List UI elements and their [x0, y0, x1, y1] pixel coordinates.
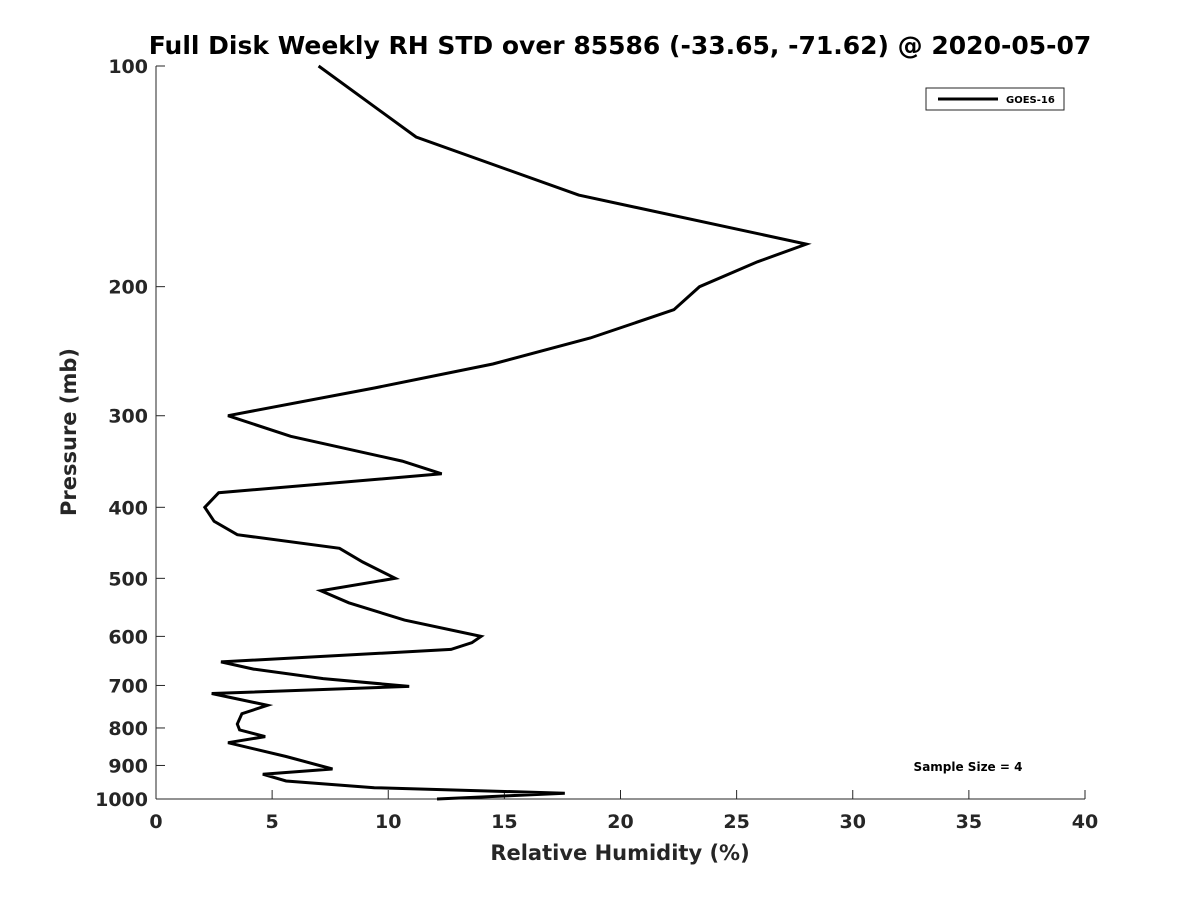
- x-tick-label: 35: [956, 811, 982, 833]
- x-tick-label: 10: [375, 811, 401, 833]
- x-tick-label: 25: [723, 811, 749, 833]
- chart-title: Full Disk Weekly RH STD over 85586 (-33.…: [149, 31, 1092, 60]
- y-tick-label: 400: [108, 497, 148, 519]
- legend: GOES-16: [925, 87, 1065, 111]
- x-tick-label: 15: [491, 811, 517, 833]
- series-line-goes16: [202, 64, 812, 801]
- y-ticks: 100 200 300 400 500 600 700 800 900 1000: [95, 56, 165, 811]
- y-tick-label: 200: [108, 277, 148, 299]
- x-ticks: 0 5 10 15 20 25 30 35 40: [149, 790, 1098, 833]
- y-tick-label: 300: [108, 406, 148, 428]
- y-tick-label: 100: [108, 56, 148, 78]
- y-tick-label: 700: [108, 675, 148, 697]
- legend-label-goes16: GOES-16: [1006, 95, 1055, 106]
- x-tick-label: 5: [266, 811, 279, 833]
- y-tick-label: 800: [108, 718, 148, 740]
- y-tick-label: 600: [108, 626, 148, 648]
- x-tick-label: 40: [1072, 811, 1098, 833]
- x-tick-label: 0: [149, 811, 162, 833]
- series-group: [202, 64, 812, 801]
- y-tick-label: 500: [108, 568, 148, 590]
- x-axis-label: Relative Humidity (%): [490, 841, 749, 865]
- y-tick-label: 900: [108, 755, 148, 777]
- x-tick-label: 20: [607, 811, 633, 833]
- y-axis-label: Pressure (mb): [57, 348, 81, 516]
- x-tick-label: 30: [840, 811, 866, 833]
- y-tick-label: 1000: [95, 789, 148, 811]
- sample-size-annotation: Sample Size = 4: [914, 760, 1023, 774]
